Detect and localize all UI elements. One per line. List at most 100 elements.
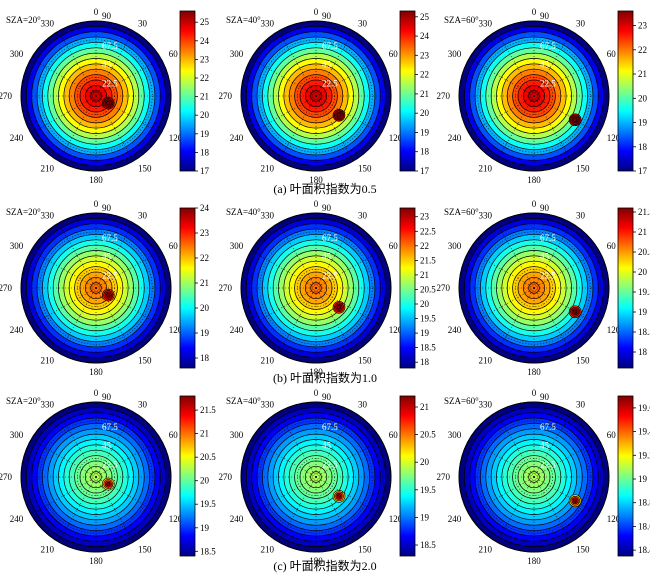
polar-panel-3: 22.54567.5900306090120150180210240270300… (437, 7, 648, 185)
azimuth-label: 0 (314, 7, 319, 17)
colorbar-tick-label: 24 (200, 203, 210, 213)
zenith-label-90: 90 (102, 392, 112, 402)
colorbar-tick-label: 23 (200, 228, 210, 238)
azimuth-label: 270 (219, 472, 233, 482)
azimuth-label: 240 (10, 514, 24, 524)
azimuth-label: 60 (169, 241, 179, 251)
azimuth-label: 0 (314, 199, 319, 209)
zenith-label: 67.5 (540, 422, 556, 432)
colorbar-tick-label: 19.5 (420, 485, 436, 495)
colorbar-tick-label: 21 (420, 89, 429, 99)
zenith-label-90: 90 (322, 203, 332, 213)
zenith-label-90: 90 (540, 392, 550, 402)
colorbar (180, 208, 195, 368)
azimuth-label: 60 (607, 49, 617, 59)
hotspot-contour (573, 499, 577, 503)
zenith-label: 45 (540, 60, 550, 70)
azimuth-label: 30 (138, 18, 148, 28)
panel-title: SZA=20° (6, 207, 41, 217)
azimuth-label: 210 (479, 356, 493, 366)
colorbar (618, 11, 633, 171)
azimuth-label: 270 (0, 283, 13, 293)
hotspot-contour (337, 113, 341, 117)
azimuth-label: 270 (437, 91, 451, 101)
azimuth-label: 150 (576, 356, 590, 366)
colorbar-tick-label: 17 (638, 166, 648, 176)
azimuth-label: 300 (448, 430, 462, 440)
azimuth-label: 270 (219, 91, 233, 101)
colorbar-tick-label: 17 (420, 166, 430, 176)
colorbar (180, 11, 195, 171)
azimuth-label: 210 (261, 545, 275, 555)
hotspot-contour (106, 101, 110, 105)
colorbar-tick-label: 20.5 (638, 247, 650, 257)
panel-title: SZA=20° (6, 15, 41, 25)
colorbar (180, 396, 195, 556)
panel-title: SZA=60° (444, 15, 479, 25)
zenith-label-90: 90 (322, 392, 332, 402)
colorbar-tick-label: 18.8 (638, 498, 650, 508)
zenith-label: 45 (322, 441, 332, 451)
azimuth-label: 210 (41, 164, 55, 174)
colorbar-tick-label: 21 (200, 92, 209, 102)
zenith-label: 67.5 (322, 422, 338, 432)
azimuth-label: 30 (576, 399, 586, 409)
colorbar-tick-label: 19.5 (420, 314, 436, 324)
colorbar-tick-label: 20.5 (420, 285, 436, 295)
polar-panel-6: 22.54567.5900306090120150180210240270300… (437, 199, 650, 377)
azimuth-label: 150 (576, 545, 590, 555)
colorbar-tick-label: 20 (420, 108, 430, 118)
azimuth-label: 240 (230, 514, 244, 524)
azimuth-label: 30 (358, 18, 368, 28)
azimuth-label: 150 (138, 545, 152, 555)
zenith-label: 45 (540, 252, 550, 262)
azimuth-label: 240 (448, 133, 462, 143)
azimuth-label: 240 (448, 325, 462, 335)
zenith-label: 22.5 (322, 459, 338, 469)
azimuth-label: 210 (479, 164, 493, 174)
colorbar-tick-label: 18.5 (420, 540, 436, 550)
colorbar-tick-label: 19.5 (200, 499, 216, 509)
colorbar-tick-label: 20 (638, 93, 648, 103)
colorbar-tick-label: 21.5 (420, 255, 436, 265)
panel-title: SZA=40° (226, 396, 261, 406)
zenith-label: 22.5 (102, 78, 118, 88)
panel-title: SZA=20° (6, 396, 41, 406)
panel-title: SZA=60° (444, 207, 479, 217)
colorbar (400, 208, 415, 368)
zenith-label: 67.5 (102, 233, 118, 243)
azimuth-label: 330 (41, 399, 55, 409)
colorbar-tick-label: 22 (638, 45, 647, 55)
azimuth-label: 330 (261, 18, 275, 28)
panel-title: SZA=60° (444, 396, 479, 406)
zenith-label: 45 (102, 441, 112, 451)
colorbar-tick-label: 23 (420, 50, 430, 60)
azimuth-label: 0 (532, 199, 537, 209)
zenith-label: 67.5 (102, 41, 118, 51)
colorbar-tick-label: 19 (638, 118, 648, 128)
azimuth-label: 30 (138, 399, 148, 409)
hotspot-contour (573, 118, 577, 122)
caption-a: (a) 叶面积指数为0.5 (0, 180, 650, 197)
zenith-label: 45 (322, 252, 332, 262)
azimuth-label: 300 (230, 430, 244, 440)
colorbar-tick-label: 22 (420, 241, 429, 251)
zenith-label: 67.5 (540, 41, 556, 51)
azimuth-label: 270 (0, 472, 13, 482)
colorbar-tick-label: 21 (420, 270, 429, 280)
azimuth-label: 210 (261, 164, 275, 174)
zenith-label: 67.5 (102, 422, 118, 432)
colorbar (618, 396, 633, 556)
zenith-label-90: 90 (540, 11, 550, 21)
azimuth-label: 240 (448, 514, 462, 524)
colorbar-tick-label: 18 (420, 147, 430, 157)
colorbar-tick-label: 18.5 (420, 343, 436, 353)
zenith-label: 22.5 (540, 78, 556, 88)
zenith-label: 22.5 (322, 270, 338, 280)
colorbar-tick-label: 19.4 (638, 427, 650, 437)
colorbar-tick-label: 17 (200, 166, 210, 176)
caption-c: (c) 叶面积指数为2.0 (0, 557, 650, 574)
colorbar-tick-label: 21 (200, 278, 209, 288)
azimuth-label: 330 (41, 210, 55, 220)
